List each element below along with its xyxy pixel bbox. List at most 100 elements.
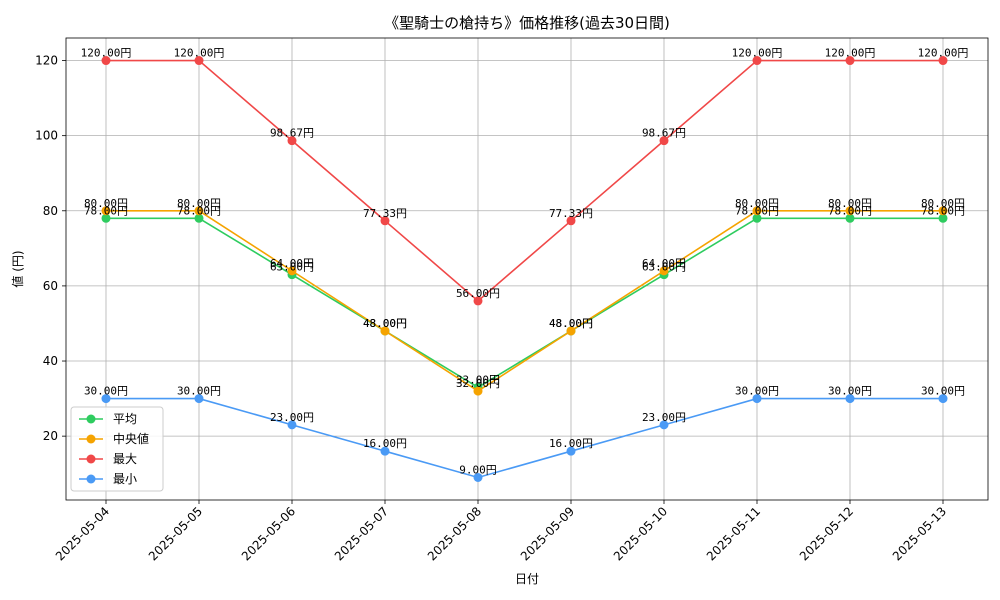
data-point [659,420,669,430]
data-label: 78.00円 [921,204,965,217]
data-point [287,266,297,276]
x-tick-label: 2025-05-12 [797,504,856,563]
data-point [845,394,855,404]
data-point [566,216,576,226]
data-label: 30.00円 [828,385,872,398]
data-label: 23.00円 [642,411,686,424]
data-label: 9.00円 [459,463,497,476]
data-label: 120.00円 [732,47,783,60]
data-label: 48.00円 [549,317,593,330]
data-label: 30.00円 [177,385,221,398]
x-tick-label: 2025-05-10 [611,504,670,563]
data-point [938,213,948,223]
data-label: 98.67円 [642,127,686,140]
plot-frame [65,37,989,501]
legend-entry: 最小 [113,472,137,486]
legend-marker [86,454,96,464]
data-point [194,394,204,404]
data-label: 64.00円 [642,257,686,270]
data-label: 23.00円 [270,411,314,424]
data-point [752,56,762,66]
y-axis-label: 値 (円) [10,250,25,287]
data-label: 48.00円 [363,317,407,330]
data-point [287,136,297,146]
data-point [938,56,948,66]
data-point [380,216,390,226]
data-label: 98.67円 [270,127,314,140]
data-label: 120.00円 [918,47,969,60]
data-label: 78.00円 [828,204,872,217]
data-point [194,56,204,66]
data-label: 120.00円 [174,47,225,60]
data-point [566,446,576,456]
x-tick-label: 2025-05-07 [332,504,391,563]
data-label: 80.00円 [828,197,872,210]
x-tick-label: 2025-05-04 [53,504,112,563]
data-point [194,206,204,216]
axes: 2025-05-04 2025-05-05 2025-05-06 2025-05-07… [35,54,949,564]
series-line [106,217,943,389]
data-point [938,394,948,404]
data-label: 32.00円 [456,377,500,390]
y-tick-label: 80 [43,204,58,218]
legend-marker [86,434,96,444]
data-label: 56.00円 [456,287,500,300]
x-tick-label: 2025-05-11 [704,504,763,563]
legend-marker [86,474,96,484]
data-point [659,266,669,276]
y-tick-label: 40 [43,354,58,368]
data-label: 33.00円 [456,373,500,386]
x-tick-label: 2025-05-13 [890,504,949,563]
y-tick-label: 60 [43,279,58,293]
data-label: 63.00円 [270,261,314,274]
y-tick-label: 20 [43,429,58,443]
data-point [659,136,669,146]
data-point [101,56,111,66]
x-tick-label: 2025-05-08 [425,504,484,563]
data-label: 16.00円 [549,437,593,450]
data-point [845,56,855,66]
data-point [380,446,390,456]
data-label: 30.00円 [735,385,779,398]
series-layer [101,56,948,482]
legend-marker [86,414,96,424]
series-line [106,397,943,479]
data-point [752,394,762,404]
data-label: 80.00円 [735,197,779,210]
legend-entry: 最大 [113,452,137,466]
data-label: 64.00円 [270,257,314,270]
x-tick-label: 2025-05-06 [239,504,298,563]
data-label: 48.00円 [363,317,407,330]
data-label: 63.00円 [642,261,686,274]
series-line [106,59,943,302]
data-label: 78.00円 [177,204,221,217]
data-label: 80.00円 [921,197,965,210]
data-label: 30.00円 [84,385,128,398]
data-point [938,206,948,216]
data-point [752,206,762,216]
data-label: 80.00円 [177,197,221,210]
grid [66,38,988,500]
y-tick-label: 120 [35,54,58,68]
data-label: 78.00円 [84,204,128,217]
data-label: 120.00円 [81,47,132,60]
data-label: 77.33円 [363,207,407,220]
legend-box [70,406,164,492]
x-axis-label: 日付 [515,572,539,586]
y-tick-label: 100 [35,129,58,143]
data-label: 77.33円 [549,207,593,220]
series-line [106,209,943,393]
data-point [194,213,204,223]
data-point [845,213,855,223]
data-label: 30.00円 [921,385,965,398]
data-point [473,472,483,482]
data-point [101,213,111,223]
data-point [380,326,390,336]
data-label: 80.00円 [84,197,128,210]
x-tick-label: 2025-05-05 [146,504,205,563]
data-point [752,213,762,223]
data-label: 48.00円 [549,317,593,330]
data-labels: 78.00円 78.00円 63.00円 48.00円 33.00円 48.00円 63.0… [81,47,969,477]
data-label: 78.00円 [735,204,779,217]
